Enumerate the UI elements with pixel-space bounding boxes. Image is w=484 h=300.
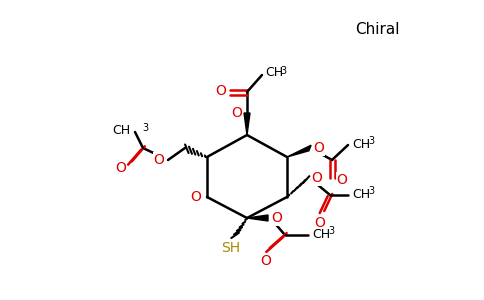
Polygon shape [244,113,250,135]
Text: CH: CH [112,124,130,136]
Text: O: O [315,216,325,230]
Text: O: O [153,153,165,167]
Text: Chiral: Chiral [355,22,399,38]
Text: CH: CH [265,67,283,80]
Text: CH: CH [352,188,370,202]
Text: 3: 3 [280,66,286,76]
Text: O: O [314,141,324,155]
Text: O: O [116,161,126,175]
Text: O: O [260,254,272,268]
Polygon shape [287,145,311,157]
Text: O: O [215,84,227,98]
Text: CH: CH [352,139,370,152]
Text: CH: CH [312,229,330,242]
Text: 3: 3 [368,136,374,146]
Text: 3: 3 [328,226,334,236]
Text: O: O [272,211,283,225]
Text: O: O [191,190,201,204]
Text: 3: 3 [142,123,148,133]
Text: O: O [336,173,348,187]
Text: 3: 3 [368,186,374,196]
Text: O: O [231,106,242,120]
Text: SH: SH [222,241,241,255]
Text: O: O [312,171,322,185]
Polygon shape [247,215,268,221]
